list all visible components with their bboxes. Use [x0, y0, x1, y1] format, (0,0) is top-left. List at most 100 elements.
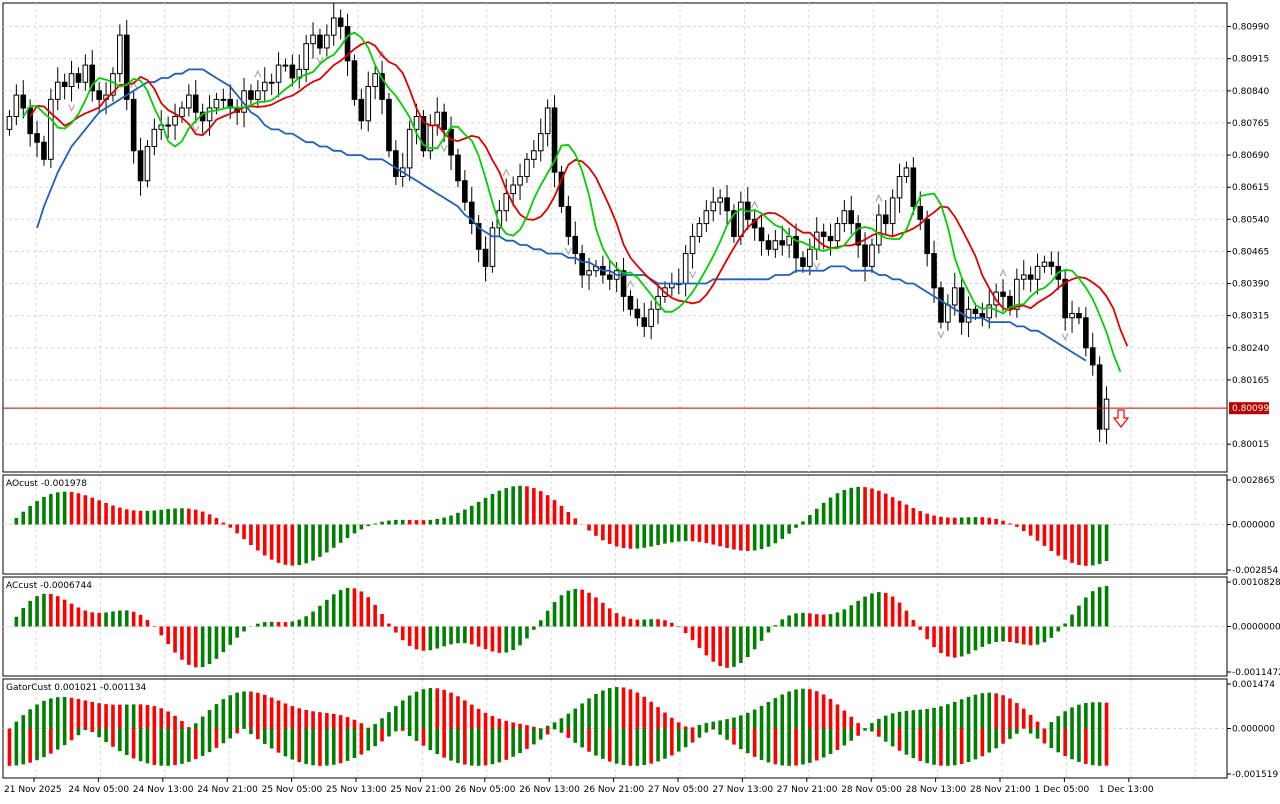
bear-candle [566, 206, 571, 236]
bull-candle [697, 224, 702, 237]
histogram-bar [277, 525, 281, 563]
histogram-bar [263, 622, 267, 626]
gator-upper-bar [705, 723, 709, 728]
time-axis-label: 28 Nov 13:00 [906, 785, 967, 795]
histogram-bar [332, 594, 336, 626]
bull-candle [1042, 262, 1047, 266]
gator-lower-bar [843, 729, 847, 746]
bear-candle [318, 35, 323, 48]
bull-candle [325, 35, 330, 48]
gator-lower-bar [125, 729, 129, 756]
gator-upper-bar [1056, 716, 1060, 728]
histogram-bar [77, 493, 81, 524]
histogram-bar [415, 627, 419, 650]
gator-upper-bar [843, 711, 847, 729]
histogram-bar [504, 488, 508, 524]
histogram-bar [987, 627, 991, 644]
histogram-bar [1084, 525, 1088, 566]
gator-lower-bar [235, 729, 239, 734]
gator-upper-bar [677, 722, 681, 728]
gator-upper-bar [532, 727, 536, 729]
gator-lower-bar [994, 729, 998, 749]
histogram-bar [235, 627, 239, 638]
histogram-bar [1098, 587, 1102, 626]
gator-lower-bar [898, 729, 902, 751]
gator-upper-bar [504, 721, 508, 729]
time-axis-label: 1 Dec 13:00 [1099, 785, 1154, 795]
histogram-bar [387, 624, 391, 627]
bull-candle [166, 125, 171, 126]
main-price-pane[interactable]: 0.809900.809150.808400.807650.806900.806… [3, 3, 1269, 472]
histogram-bar [173, 508, 177, 524]
histogram-bar [539, 491, 543, 524]
histogram-bar [28, 601, 32, 627]
bear-candle [463, 181, 468, 202]
histogram-bar [767, 627, 771, 633]
gator-upper-bar [912, 710, 916, 728]
histogram-bar [1001, 521, 1005, 525]
histogram-bar [297, 620, 301, 627]
gator-lower-bar [360, 729, 364, 755]
gator-lower-bar [401, 729, 405, 731]
histogram-bar [49, 594, 53, 626]
gator-lower-bar [981, 729, 985, 757]
histogram-bar [166, 627, 170, 645]
gator-lower-bar [629, 729, 633, 766]
histogram-bar [808, 613, 812, 626]
histogram-bar [208, 514, 212, 524]
histogram-bar [849, 605, 853, 626]
histogram-bar [1036, 627, 1040, 645]
histogram-bar [1070, 525, 1074, 563]
histogram-bar [636, 525, 640, 549]
gator-upper-bar [953, 702, 957, 729]
bear-candle [394, 151, 399, 177]
gator-lower-bar [808, 729, 812, 763]
gator-lower-bar [373, 729, 377, 747]
gator-upper-bar [684, 726, 688, 728]
histogram-bar [656, 619, 660, 626]
bear-candle [1077, 314, 1082, 318]
gator-upper-bar [553, 722, 557, 728]
gator-lower-bar [1043, 729, 1047, 744]
histogram-bar [70, 604, 74, 627]
bull-candle [711, 202, 716, 211]
gator-lower-bar [1056, 729, 1060, 753]
histogram-bar [684, 627, 688, 634]
bear-candle [580, 254, 585, 275]
histogram-bar [953, 518, 957, 525]
gator-lower-bar [1050, 729, 1054, 749]
gator-upper-bar [587, 698, 591, 728]
gator-lower-bar [28, 729, 32, 763]
histogram-bar [725, 627, 729, 668]
histogram-bar [1022, 627, 1026, 645]
histogram-bar [594, 597, 598, 626]
histogram-bar [774, 525, 778, 544]
time-axis-label: 25 Nov 13:00 [326, 785, 387, 795]
bear-candle [338, 18, 343, 27]
histogram-bar [1015, 525, 1019, 527]
gator-lower-bar [567, 729, 571, 738]
histogram-bar [677, 525, 681, 542]
gator-upper-bar [491, 716, 495, 728]
histogram-bar [304, 525, 308, 564]
histogram-bar [201, 627, 205, 668]
histogram-bar [656, 525, 660, 546]
gator-lower-bar [573, 729, 577, 743]
histogram-bar [318, 606, 322, 627]
histogram-bar [1001, 627, 1005, 642]
histogram-bar [194, 510, 198, 525]
histogram-bar [705, 627, 709, 656]
price-axis-label: 0.80315 [1232, 312, 1269, 322]
histogram-bar [97, 500, 101, 524]
gator-upper-bar [435, 688, 439, 728]
histogram-bar [256, 525, 260, 551]
gator-upper-bar [159, 708, 163, 728]
bull-candle [739, 202, 744, 236]
gator-lower-bar [987, 729, 991, 753]
histogram-bar [146, 511, 150, 525]
